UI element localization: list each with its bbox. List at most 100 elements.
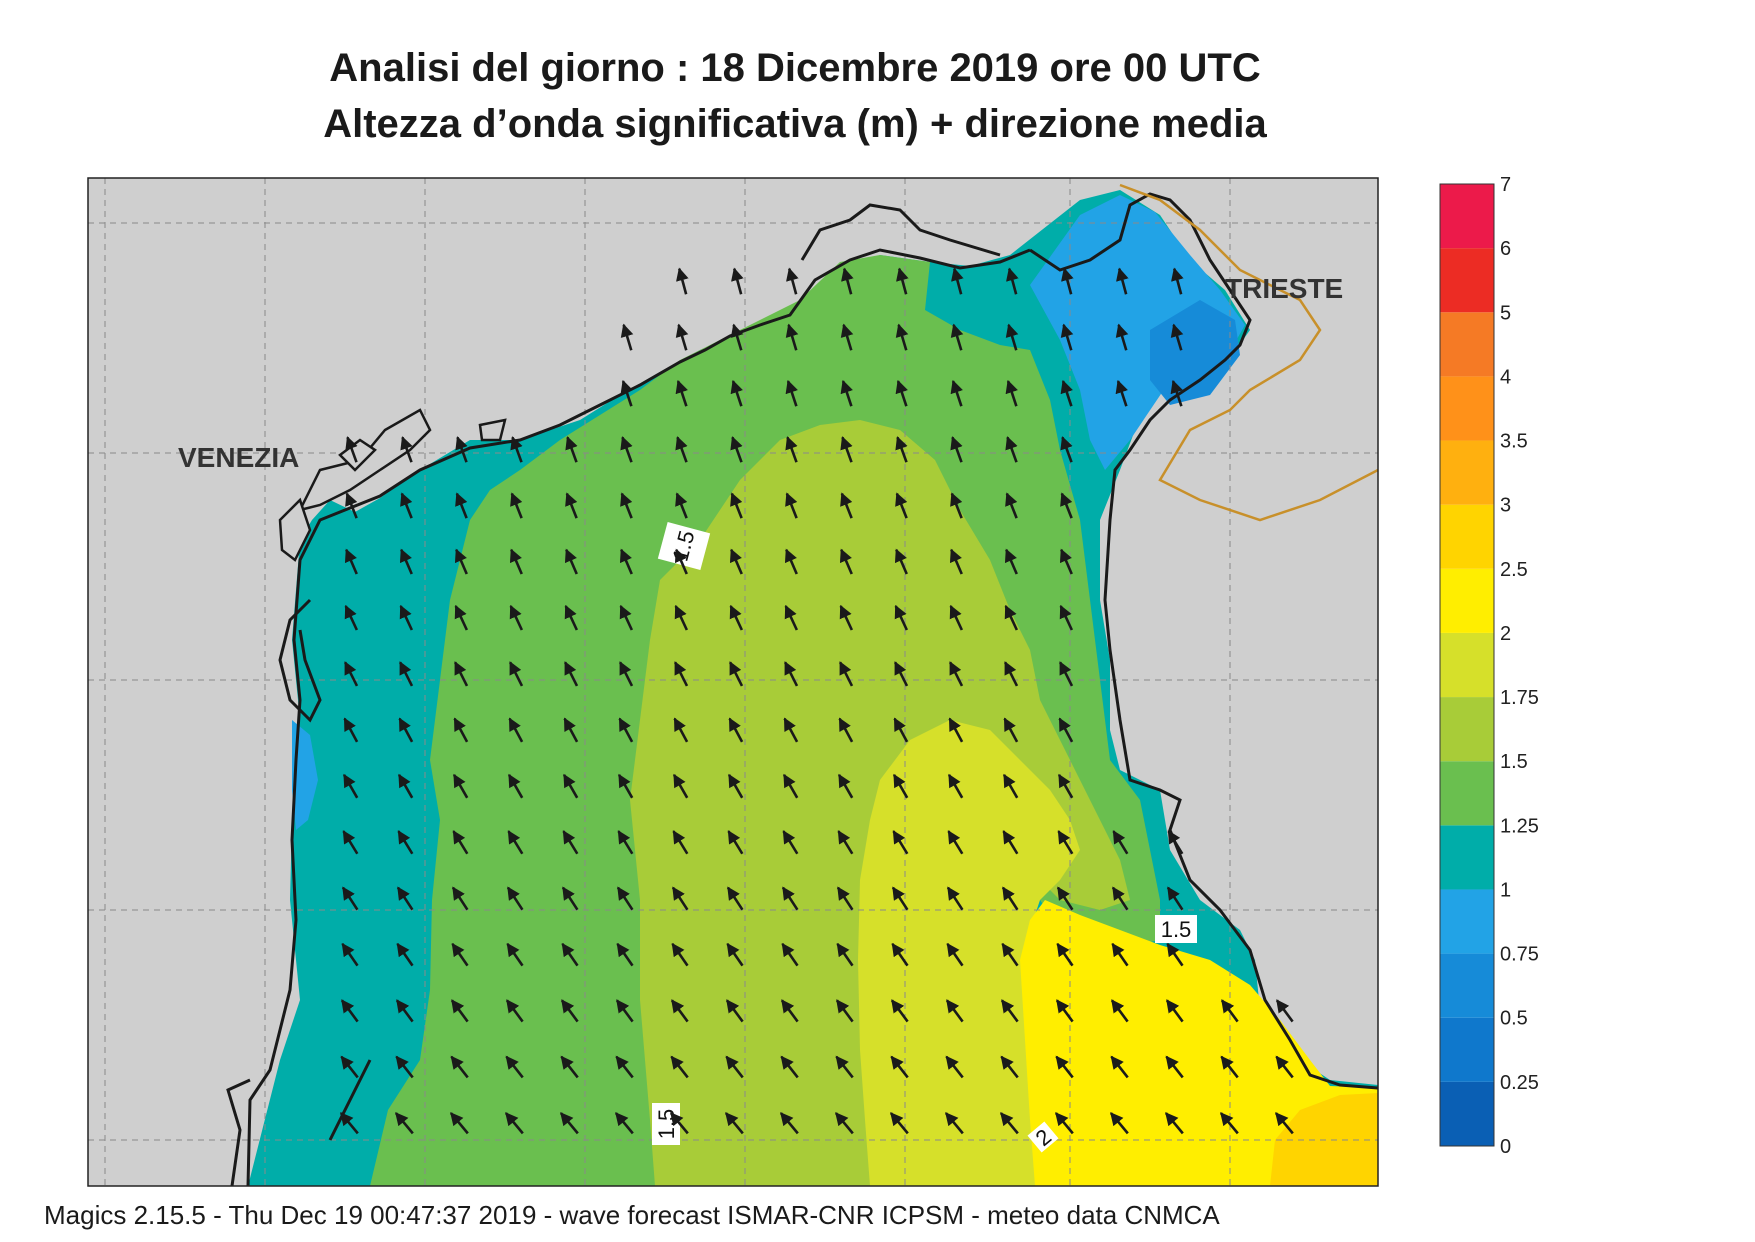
direction-arrow bbox=[340, 1055, 359, 1079]
legend-swatch bbox=[1440, 697, 1494, 762]
direction-arrow bbox=[399, 604, 414, 631]
direction-arrow bbox=[559, 1112, 579, 1135]
direction-arrow bbox=[895, 379, 908, 407]
wave-band-2 bbox=[1020, 900, 1378, 1186]
direction-arrow bbox=[344, 661, 359, 687]
direction-arrow bbox=[730, 436, 743, 463]
direction-arrow bbox=[1275, 1055, 1294, 1079]
direction-arrow bbox=[620, 436, 633, 463]
direction-arrow bbox=[780, 999, 799, 1023]
legend-label: 0.5 bbox=[1500, 1008, 1528, 1030]
direction-arrow bbox=[671, 886, 689, 911]
legend-swatch bbox=[1440, 1017, 1494, 1082]
direction-arrow bbox=[1171, 267, 1184, 295]
direction-arrow bbox=[505, 1055, 524, 1079]
legend-label: 0.25 bbox=[1500, 1072, 1539, 1094]
direction-arrow bbox=[1057, 830, 1074, 855]
venezia-lagoon bbox=[278, 408, 507, 562]
direction-arrow bbox=[1060, 379, 1073, 407]
direction-arrow bbox=[781, 886, 799, 911]
direction-arrow bbox=[1005, 323, 1019, 351]
direction-arrow bbox=[675, 323, 689, 351]
direction-arrow bbox=[726, 886, 744, 911]
direction-arrow bbox=[1000, 1055, 1019, 1079]
direction-arrow bbox=[891, 886, 909, 911]
direction-arrow bbox=[839, 548, 853, 575]
direction-arrow bbox=[949, 604, 964, 631]
direction-arrow bbox=[1059, 661, 1074, 687]
direction-arrow bbox=[507, 773, 524, 799]
direction-arrow bbox=[615, 999, 634, 1023]
direction-arrow bbox=[507, 830, 524, 855]
direction-arrow bbox=[453, 717, 469, 743]
direction-arrow bbox=[341, 942, 359, 967]
direction-arrow bbox=[454, 548, 468, 575]
direction-arrow bbox=[894, 548, 908, 575]
direction-arrow bbox=[1109, 1112, 1129, 1135]
direction-arrow bbox=[1003, 717, 1019, 743]
direction-arrow bbox=[889, 1112, 909, 1135]
direction-arrow bbox=[999, 1112, 1019, 1135]
direction-arrow bbox=[400, 436, 413, 463]
direction-arrow bbox=[892, 773, 909, 799]
direction-arrow bbox=[344, 604, 359, 631]
direction-arrow bbox=[950, 436, 963, 463]
direction-arrow bbox=[1167, 830, 1184, 855]
contour-label-2: 1.5 bbox=[1155, 915, 1197, 943]
direction-arrow bbox=[781, 942, 799, 967]
legend-swatch bbox=[1440, 632, 1494, 698]
direction-arrow bbox=[562, 830, 579, 855]
direction-arrow bbox=[341, 886, 359, 911]
direction-arrow bbox=[729, 661, 744, 687]
direction-arrow bbox=[1055, 999, 1074, 1023]
legend-swatch bbox=[1440, 248, 1494, 313]
direction-arrow bbox=[891, 942, 909, 967]
direction-arrow bbox=[894, 604, 909, 631]
direction-arrow bbox=[727, 830, 744, 855]
direction-arrow bbox=[563, 717, 579, 743]
direction-arrow bbox=[617, 830, 634, 855]
direction-arrow bbox=[1060, 323, 1074, 351]
direction-arrow bbox=[1115, 323, 1129, 351]
direction-arrow bbox=[945, 1055, 964, 1079]
direction-arrow bbox=[1275, 999, 1294, 1023]
direction-arrow bbox=[562, 773, 579, 799]
direction-arrow bbox=[399, 661, 414, 687]
direction-arrow bbox=[561, 886, 579, 911]
svg-text:1.5: 1.5 bbox=[1161, 917, 1192, 942]
direction-arrow bbox=[670, 999, 689, 1023]
direction-arrow bbox=[1061, 267, 1074, 295]
border-line bbox=[1119, 183, 1379, 522]
legend-label: 0 bbox=[1500, 1136, 1511, 1158]
direction-arrow bbox=[835, 1055, 854, 1079]
contour-label-3: 1.5 bbox=[652, 1103, 680, 1145]
direction-arrow bbox=[838, 717, 854, 743]
direction-arrow bbox=[1055, 1055, 1074, 1079]
legend-swatch bbox=[1440, 1081, 1494, 1146]
direction-arrow bbox=[1220, 1055, 1239, 1079]
direction-arrow bbox=[782, 773, 799, 799]
direction-arrow bbox=[730, 492, 743, 519]
legend-label: 1.5 bbox=[1500, 751, 1528, 773]
legend-swatch bbox=[1440, 889, 1494, 954]
direction-arrow bbox=[345, 436, 358, 463]
direction-arrow bbox=[893, 717, 909, 743]
direction-arrow bbox=[1274, 1112, 1294, 1135]
direction-arrow bbox=[840, 492, 853, 519]
map-frame bbox=[87, 177, 1379, 1187]
legend-swatch bbox=[1440, 312, 1494, 377]
direction-arrow bbox=[1115, 379, 1128, 407]
direction-arrow bbox=[725, 1055, 744, 1079]
direction-arrow bbox=[1006, 267, 1019, 295]
direction-arrow bbox=[1220, 999, 1239, 1023]
direction-arrow bbox=[945, 999, 964, 1023]
direction-arrow bbox=[730, 379, 743, 407]
direction-arrow bbox=[1005, 436, 1018, 463]
direction-arrow bbox=[837, 773, 854, 799]
direction-arrow bbox=[785, 379, 798, 407]
direction-arrow bbox=[564, 604, 579, 631]
direction-arrow bbox=[1002, 830, 1019, 855]
direction-arrow bbox=[1166, 886, 1184, 911]
direction-arrow bbox=[1165, 1055, 1184, 1079]
direction-arrow bbox=[452, 773, 469, 799]
